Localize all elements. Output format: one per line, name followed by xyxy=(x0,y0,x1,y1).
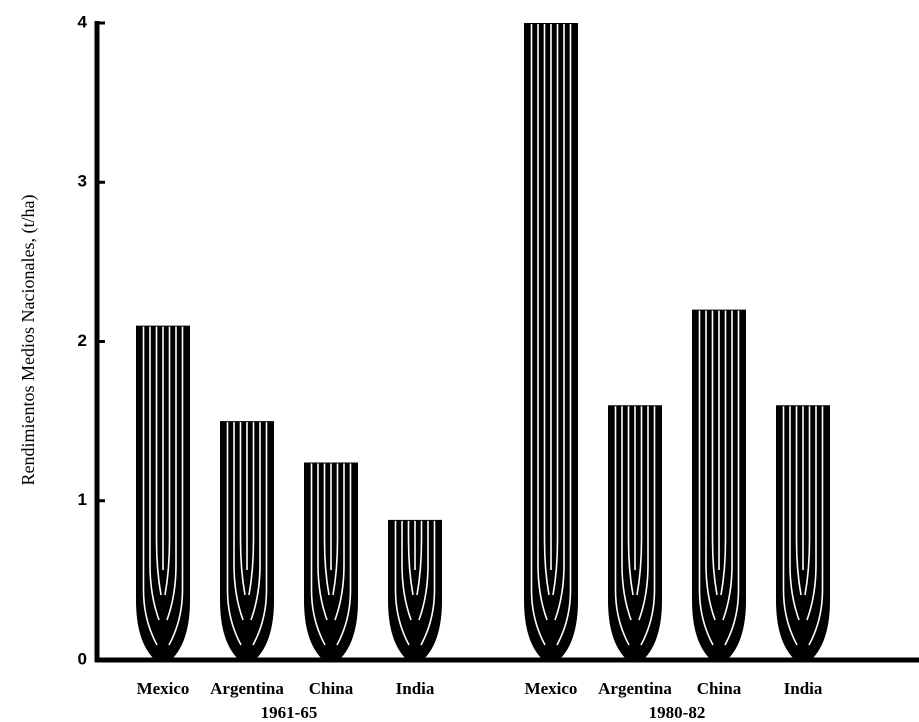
y-tick-label: 1 xyxy=(78,490,87,509)
bar-group xyxy=(692,310,746,660)
bar-group xyxy=(608,405,662,660)
y-tick-label: 2 xyxy=(78,331,87,350)
y-axis-title: Rendimientos Medios Nacionales, (t/ha) xyxy=(18,195,39,486)
chart: Rendimientos Medios Nacionales, (t/ha) 0… xyxy=(0,0,919,722)
bar-group xyxy=(220,421,274,660)
y-tick-label: 3 xyxy=(78,172,87,191)
bar-group xyxy=(136,326,190,660)
x-tick-label: China xyxy=(697,679,742,698)
y-tick-label: 4 xyxy=(78,12,88,31)
bar-group xyxy=(776,405,830,660)
group-label: 1980-82 xyxy=(649,703,706,722)
group-label: 1961-65 xyxy=(261,703,318,722)
x-tick-label: India xyxy=(784,679,823,698)
x-tick-label: Argentina xyxy=(598,679,672,698)
bar-group xyxy=(304,463,358,660)
y-tick-label: 0 xyxy=(78,649,87,668)
bar-group xyxy=(388,520,442,660)
x-tick-label: India xyxy=(396,679,435,698)
x-tick-label: Mexico xyxy=(137,679,190,698)
x-tick-label: China xyxy=(309,679,354,698)
x-tick-label: Argentina xyxy=(210,679,284,698)
bar-group xyxy=(524,23,578,660)
x-tick-label: Mexico xyxy=(525,679,578,698)
